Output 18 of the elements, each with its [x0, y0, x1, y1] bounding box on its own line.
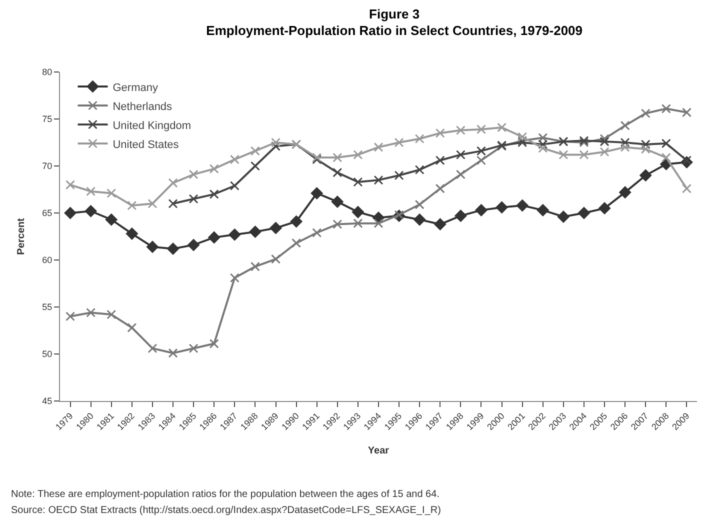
x-axis-title: Year: [368, 446, 390, 457]
y-tick-label: 80: [42, 67, 52, 78]
y-tick-label: 75: [42, 114, 52, 124]
legend-label: Netherlands: [112, 100, 173, 113]
y-tick-label: 55: [42, 302, 52, 312]
y-tick-label: 45: [42, 396, 52, 406]
y-tick-label: 60: [42, 255, 52, 266]
legend-label: Germany: [112, 82, 158, 94]
y-tick-label: 70: [42, 161, 52, 172]
source-note: Source: OECD Stat Extracts (http://stats.oecd.org/Index.aspx?DatasetCode=LFS_SEXAGE_I_R): [11, 505, 441, 516]
y-tick-label: 65: [42, 208, 52, 218]
legend-label: United States: [112, 138, 180, 151]
text: Note: These are employment-population ratios for the population between the ages of 15 and 64.: [11, 489, 440, 500]
legend-label: United Kingdom: [112, 120, 192, 132]
chart-subtitle: Employment-Population Ratio in Select Countries, 1979-2009: [206, 23, 583, 38]
y-tick-label: 50: [42, 349, 52, 360]
y-axis-title: Percent: [16, 217, 28, 255]
chart-title: Figure 3: [369, 6, 420, 22]
